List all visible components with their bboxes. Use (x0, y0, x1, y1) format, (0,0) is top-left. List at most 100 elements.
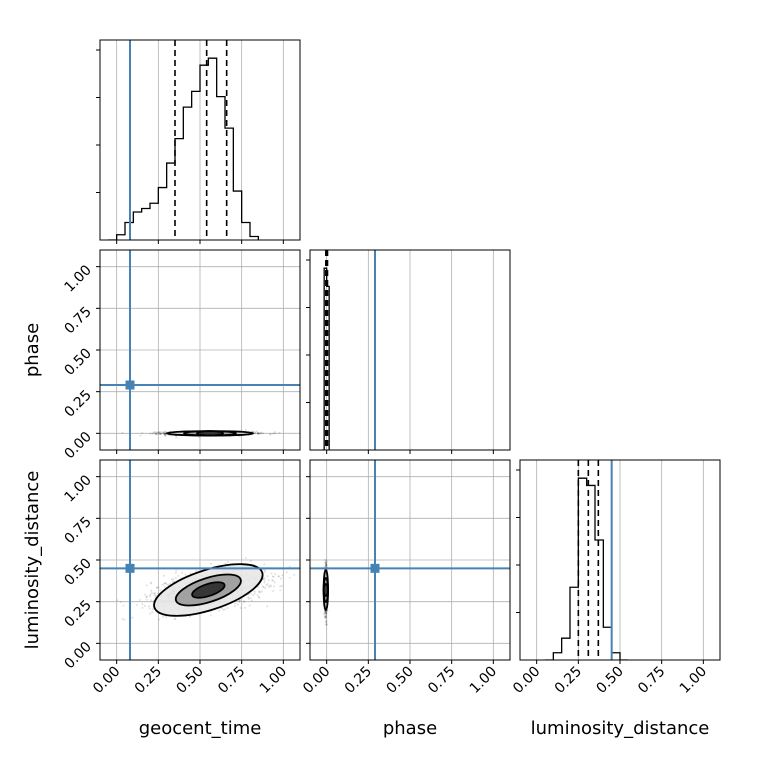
sample-point (285, 571, 288, 574)
sample-point (324, 617, 327, 620)
sample-point (131, 616, 134, 619)
sample-point (324, 611, 327, 614)
sample-point (242, 600, 245, 603)
sample-point (325, 564, 328, 567)
sample-point (164, 432, 167, 435)
sample-point (165, 583, 168, 586)
sample-point (236, 603, 239, 606)
sample-point (278, 431, 281, 434)
sample-point (288, 576, 291, 579)
sample-point (175, 436, 178, 439)
sample-point (243, 600, 246, 603)
sample-point (279, 577, 282, 580)
sample-point (257, 432, 260, 435)
sample-point (260, 432, 263, 435)
sample-point (159, 431, 162, 434)
sample-point (155, 433, 158, 436)
sample-point (158, 432, 161, 435)
sample-point (326, 560, 329, 563)
sample-point (258, 432, 261, 435)
sample-point (272, 575, 275, 578)
sample-point (184, 573, 187, 576)
sample-point (323, 615, 326, 618)
sample-point (293, 573, 296, 576)
sample-point (170, 578, 173, 581)
sample-point (279, 585, 282, 588)
sample-point (153, 592, 156, 595)
sample-point (153, 592, 156, 595)
sample-point (147, 605, 150, 608)
sample-point (325, 611, 328, 614)
sample-point (145, 598, 148, 601)
sample-point (325, 563, 328, 566)
sample-point (323, 616, 326, 619)
sample-point (264, 587, 267, 590)
sample-point (324, 610, 327, 613)
sample-point (151, 611, 154, 614)
sample-point (258, 590, 261, 593)
sample-point (323, 612, 326, 615)
sample-point (324, 620, 327, 623)
sample-point (244, 557, 247, 560)
sample-point (257, 432, 260, 435)
sample-point (266, 575, 269, 578)
sample-point (154, 433, 157, 436)
sample-point (258, 596, 261, 599)
sample-point (163, 434, 166, 437)
sample-point (288, 565, 291, 568)
sample-point (163, 432, 166, 435)
sample-point (271, 579, 274, 582)
y-tick-label: 0.00 (61, 639, 94, 672)
sample-point (325, 620, 328, 623)
sample-point (141, 602, 144, 605)
sample-point (262, 586, 265, 589)
sample-point (159, 432, 162, 435)
sample-point (272, 590, 275, 593)
sample-point (150, 589, 153, 592)
truth-marker (125, 380, 135, 390)
sample-point (248, 604, 251, 607)
joint-panel-geocent_time-vs-phase: 0.00 0.25 0.50 0.75 1.00 (61, 249, 301, 462)
sample-point (256, 431, 259, 434)
sample-point (189, 572, 192, 575)
y-tick-label: 1.00 (61, 262, 94, 295)
x-tick-label: 0.00 (90, 664, 123, 697)
sample-point (226, 607, 229, 610)
joint-panel-geocent_time-vs-luminosity_distance: 0.00 0.25 0.50 0.75 1.000.000.250.500.751.00 (61, 459, 301, 697)
sample-point (267, 579, 270, 582)
sample-point (324, 565, 327, 568)
panel-content (310, 460, 510, 660)
sample-point (177, 574, 180, 577)
sample-point (149, 593, 152, 596)
sample-point (259, 591, 262, 594)
x-tick-label: 0.50 (173, 664, 206, 697)
sample-point (238, 600, 241, 603)
x-tick-label: 1.00 (257, 664, 290, 697)
sample-point (149, 612, 152, 615)
sample-point (116, 599, 119, 602)
sample-point (145, 596, 148, 599)
histogram-panel-geocent_time (96, 39, 301, 244)
sample-point (265, 584, 268, 587)
sample-point (141, 432, 144, 435)
sample-point (324, 563, 327, 566)
histogram-step-geocent_time (108, 57, 259, 240)
sample-point (159, 432, 162, 435)
sample-point (151, 608, 154, 611)
sample-point (324, 561, 327, 564)
x-tick-label: 0.25 (342, 664, 375, 697)
sample-point (145, 584, 148, 587)
sample-point (163, 432, 166, 435)
sample-point (260, 590, 263, 593)
sample-point (249, 592, 252, 595)
sample-point (273, 581, 276, 584)
sample-point (269, 585, 272, 588)
sample-point (155, 586, 158, 589)
sample-point (325, 621, 328, 624)
sample-point (254, 432, 257, 435)
x-tick-label: 1.00 (677, 664, 710, 697)
sample-point (257, 590, 260, 593)
sample-point (158, 431, 161, 434)
x-tick-label: 0.00 (510, 664, 543, 697)
sample-point (278, 575, 281, 578)
